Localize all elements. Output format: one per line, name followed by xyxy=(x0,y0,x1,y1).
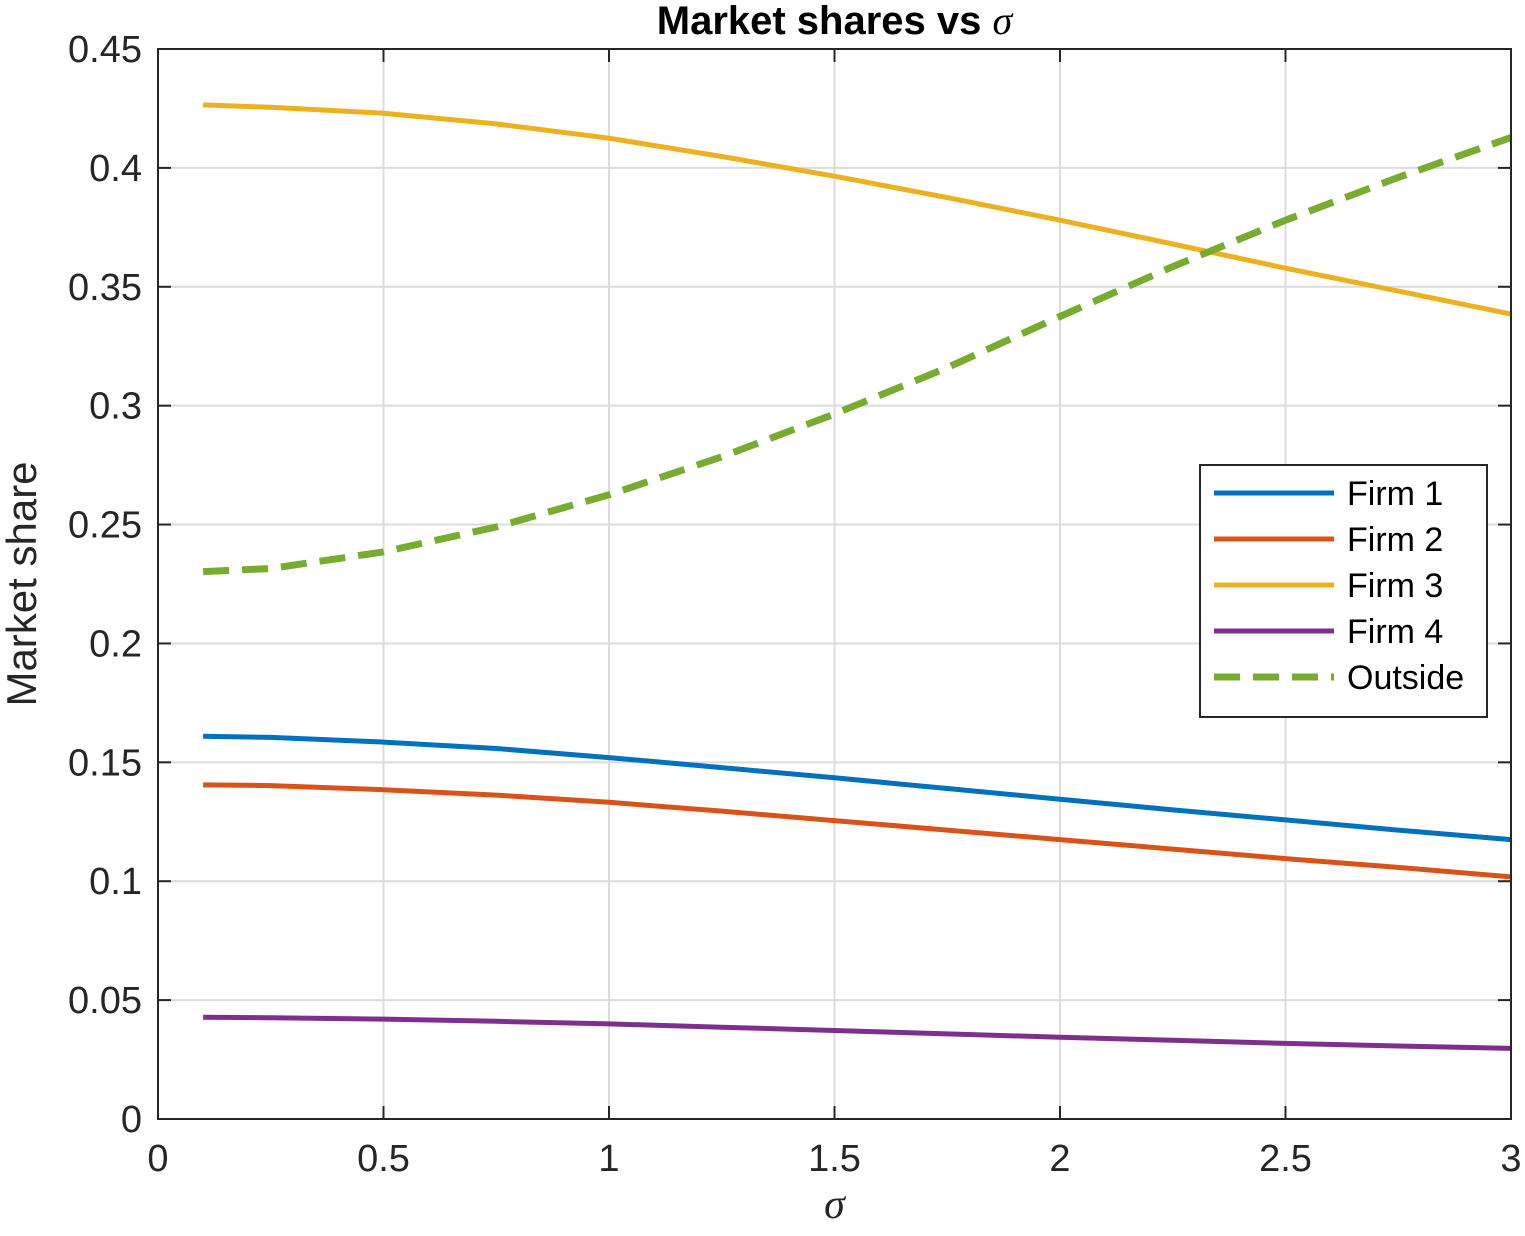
y-tick-label: 0 xyxy=(121,1099,142,1141)
y-tick-label: 0.45 xyxy=(68,29,142,71)
series-line-5 xyxy=(202,134,1513,576)
legend: Firm 1 Firm 2 Firm 3 Firm 4 Outside xyxy=(1199,464,1488,718)
x-tick-label: 0 xyxy=(147,1138,168,1180)
y-tick-label: 0.05 xyxy=(68,980,142,1022)
x-axis-label: σ xyxy=(824,1182,847,1228)
y-tick-label: 0.35 xyxy=(68,267,142,309)
legend-label-4: Firm 4 xyxy=(1347,613,1443,651)
legend-label-5: Outside xyxy=(1347,659,1464,697)
y-tick-label: 0.3 xyxy=(89,386,142,428)
chart-title: Market shares vs σ xyxy=(657,0,1014,43)
y-tick-label: 0.1 xyxy=(89,861,142,903)
y-tick-label: 0.2 xyxy=(89,623,142,665)
y-tick-label: 0.4 xyxy=(89,148,142,190)
legend-label-1: Firm 1 xyxy=(1347,475,1443,513)
x-tick-label: 1 xyxy=(598,1138,619,1180)
legend-label-3: Firm 3 xyxy=(1347,567,1443,605)
x-tick-label: 2 xyxy=(1049,1138,1070,1180)
legend-label-2: Firm 2 xyxy=(1347,521,1443,559)
x-tick-label: 2.5 xyxy=(1259,1138,1312,1180)
y-axis-label: Market share xyxy=(0,461,45,706)
series-layer xyxy=(202,102,1513,1051)
x-tick-label: 0.5 xyxy=(357,1138,410,1180)
series-line-4 xyxy=(203,1014,1512,1051)
y-tick-label: 0.15 xyxy=(68,742,142,784)
legend-box xyxy=(1199,464,1488,718)
series-line-2 xyxy=(203,782,1512,880)
y-tick-label: 0.25 xyxy=(68,505,142,547)
x-tick-label: 1.5 xyxy=(808,1138,861,1180)
series-line-3 xyxy=(203,102,1512,317)
x-tick-label: 3 xyxy=(1500,1138,1521,1180)
series-line-1 xyxy=(203,733,1512,843)
